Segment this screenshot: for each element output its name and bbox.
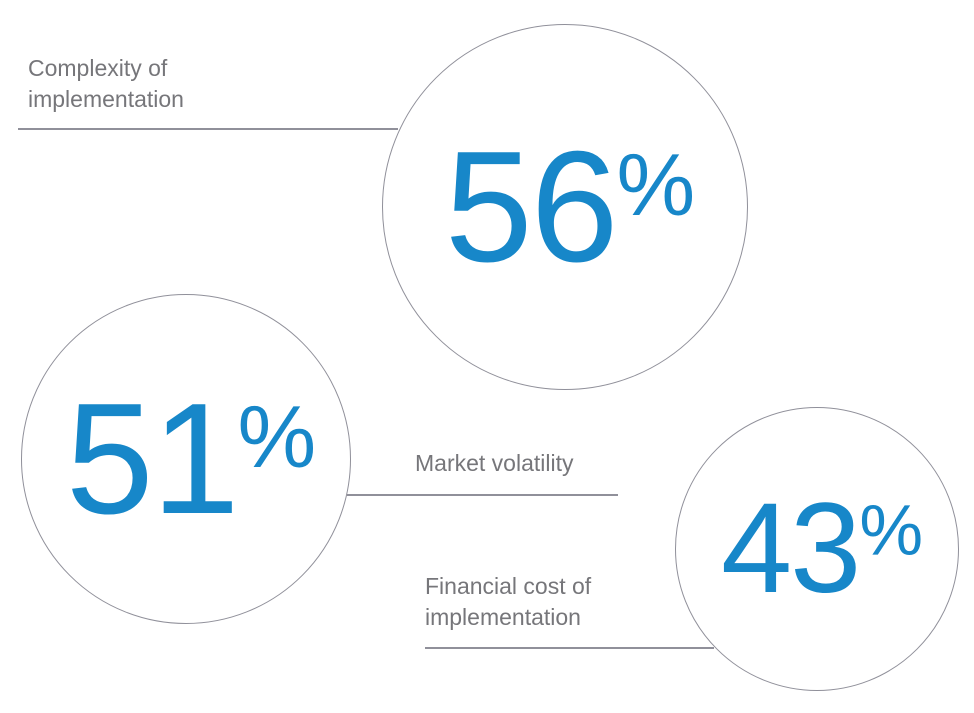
stat-circle-financial-cost: 43% [675, 407, 959, 691]
stat-circle-market-volatility: 51% [21, 294, 351, 624]
stat-value-financial-cost: 43% [711, 485, 923, 613]
percent-sign: % [616, 135, 696, 234]
stat-label-complexity: Complexity of implementation [28, 55, 184, 112]
stat-number: 56 [444, 119, 619, 295]
stat-label-market-volatility: Market volatility [415, 450, 574, 476]
stat-label-financial-cost: Financial cost of implementation [425, 573, 592, 630]
connector-line-complexity [18, 128, 398, 130]
stat-circle-complexity: 56% [382, 24, 748, 390]
connector-line-market-volatility [347, 494, 618, 496]
stat-number: 51 [65, 371, 240, 547]
percent-sign: % [859, 490, 924, 571]
stat-number: 43 [720, 477, 861, 620]
percent-sign: % [237, 387, 317, 486]
stat-value-market-volatility: 51% [56, 380, 316, 538]
stat-value-complexity: 56% [435, 128, 695, 286]
connector-line-financial-cost [425, 647, 714, 649]
